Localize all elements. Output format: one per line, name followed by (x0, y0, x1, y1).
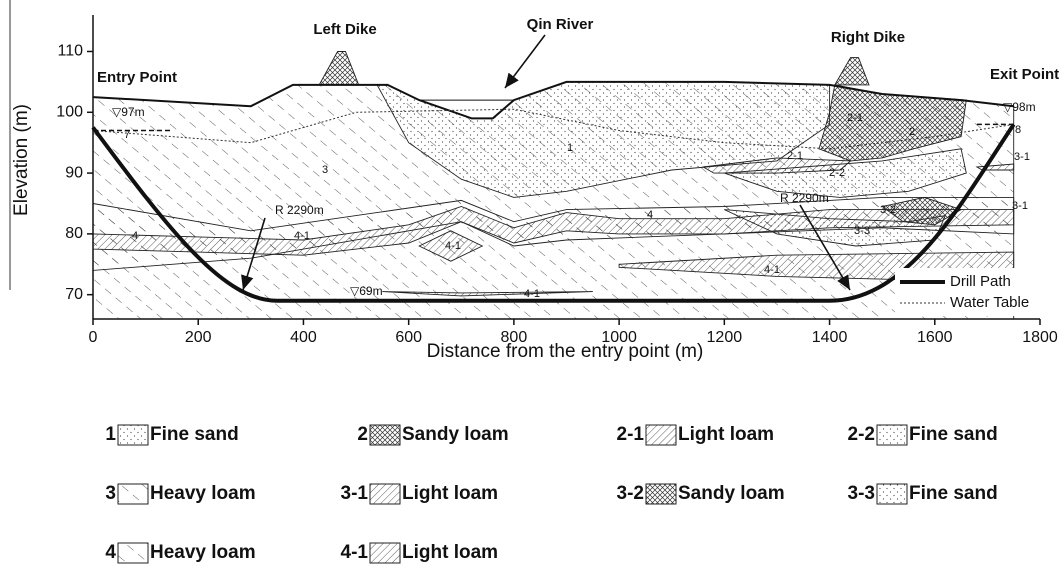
legend-code: 3 (105, 483, 116, 504)
x-tick-label: 200 (185, 329, 212, 346)
layer-label: 7 (124, 129, 130, 141)
layer-label: 2 (909, 126, 915, 138)
annotation: ▽69m (350, 284, 383, 298)
legend-name: Sandy loam (402, 424, 509, 445)
legend-name: Fine sand (909, 424, 998, 445)
annotation: ▽98m (1003, 100, 1036, 114)
y-axis-label: Elevation (m) (11, 104, 32, 216)
layer-label: 3-3 (854, 225, 870, 237)
annotation: R 2290m (780, 191, 829, 205)
legend-code: 3-3 (848, 483, 875, 504)
legend-swatch (877, 484, 907, 504)
legend-name: Fine sand (150, 424, 239, 445)
legend-name: Light loam (402, 542, 498, 563)
annotation: Left Dike (313, 21, 376, 38)
x-tick-label: 1000 (601, 329, 637, 346)
y-tick-label: 110 (57, 43, 83, 60)
legend-code: 2-1 (617, 424, 645, 445)
legend-name: Fine sand (909, 483, 998, 504)
layer-label: 3-2 (880, 204, 896, 216)
x-axis-label: Distance from the entry point (m) (427, 341, 704, 362)
x-tick-label: 400 (290, 329, 317, 346)
layer-label: 2-1 (787, 150, 803, 162)
legend-code: 4 (105, 542, 116, 563)
layer-label: 3-1 (1012, 200, 1028, 212)
layer-label: 4 (132, 230, 138, 242)
annotation: ▽97m (112, 105, 145, 119)
layer-label: 4-1 (524, 288, 540, 300)
x-tick-label: 1800 (1022, 329, 1058, 346)
legend-name: Light loam (678, 424, 774, 445)
page: {"axes": {"xlabel": "Distance from the e… (0, 0, 1059, 567)
x-tick-label: 1600 (917, 329, 953, 346)
legend-name: Heavy loam (150, 542, 256, 563)
legend-name: Sandy loam (678, 483, 785, 504)
right-dike (835, 58, 869, 85)
legend-code: 4-1 (341, 542, 369, 563)
figure: Elevation (m) Distance from the entry po… (0, 0, 1059, 567)
arrow (505, 35, 545, 88)
layer-label: 8 (1015, 124, 1021, 136)
layer-label: 3 (322, 164, 328, 176)
layer-label: 4-1 (294, 230, 310, 242)
y-tick-label: 70 (65, 286, 83, 303)
x-tick-label: 1400 (812, 329, 848, 346)
legend-swatch (118, 425, 148, 445)
layer-label: 2-2 (829, 167, 845, 179)
legend-code: 2 (357, 424, 368, 445)
y-tick-label: 90 (65, 164, 83, 181)
legend-swatch (877, 425, 907, 445)
x-tick-label: 1200 (707, 329, 743, 346)
legend-swatch (370, 425, 400, 445)
layer-label: 4 (647, 209, 653, 221)
legend-swatch (118, 543, 148, 563)
x-tick-label: 800 (501, 329, 528, 346)
legend-swatch (646, 484, 676, 504)
y-tick-label: 100 (56, 103, 83, 120)
legend-code: 2-2 (848, 424, 875, 445)
annotation: Qin River (527, 16, 594, 33)
legend-swatch (370, 484, 400, 504)
legend-swatch (370, 543, 400, 563)
legend-code: 3-2 (617, 483, 644, 504)
legend-swatch (118, 484, 148, 504)
layer-label: 1 (567, 142, 573, 154)
x-tick-label: 0 (89, 329, 98, 346)
y-tick-label: 80 (65, 225, 83, 242)
annotation: Exit Point (990, 66, 1059, 83)
legend-code: 1 (105, 424, 116, 445)
legend-code: 3-1 (341, 483, 369, 504)
annotation: Entry Point (97, 69, 177, 86)
left-dike (319, 52, 359, 85)
layer-label: 2-1 (847, 112, 863, 124)
legend-label: Water Table (950, 294, 1029, 311)
cross-section (93, 52, 1014, 320)
layer-label: 3-1 (1014, 151, 1030, 163)
legend-swatch (646, 425, 676, 445)
x-tick-label: 600 (395, 329, 422, 346)
annotation: Right Dike (831, 29, 905, 46)
annotation: R 2290m (275, 203, 324, 217)
legend-label: Drill Path (950, 273, 1011, 290)
layer-label: 4-1 (764, 264, 780, 276)
legend-name: Light loam (402, 483, 498, 504)
legend-name: Heavy loam (150, 483, 256, 504)
layer-label: 4-1 (445, 240, 461, 252)
